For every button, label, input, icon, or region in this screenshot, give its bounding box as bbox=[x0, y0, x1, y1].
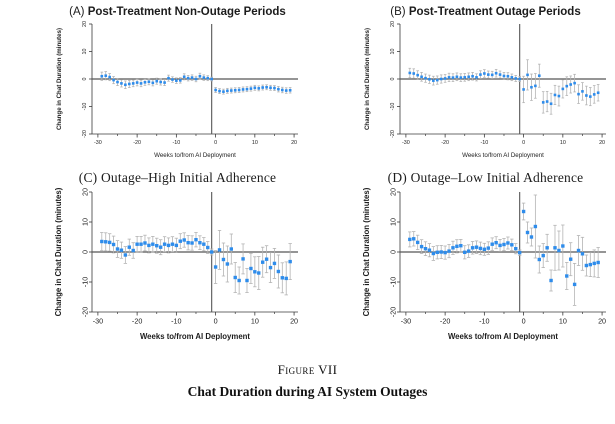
panel-c-letter: (C) bbox=[78, 170, 98, 185]
svg-text:20: 20 bbox=[390, 21, 396, 27]
panel-b-letter: (B) bbox=[390, 6, 406, 18]
svg-text:0: 0 bbox=[522, 140, 525, 146]
svg-text:-20: -20 bbox=[81, 307, 90, 317]
svg-text:-10: -10 bbox=[171, 317, 181, 326]
svg-text:20: 20 bbox=[598, 317, 606, 326]
svg-text:-20: -20 bbox=[390, 130, 396, 138]
confidence-intervals bbox=[408, 59, 600, 115]
panel-b-chart: -20 -10 0 10 20 -30 -20 -10 0 10 20 Change in Chat … bbox=[364, 21, 606, 159]
svg-text:-10: -10 bbox=[172, 140, 180, 146]
svg-text:0: 0 bbox=[214, 140, 217, 146]
svg-text:-30: -30 bbox=[401, 317, 411, 326]
svg-text:-30: -30 bbox=[94, 140, 102, 146]
point-estimates bbox=[408, 209, 600, 287]
point-estimates bbox=[100, 238, 292, 283]
panel-a-letter: (A) bbox=[69, 6, 85, 18]
svg-text:-10: -10 bbox=[390, 103, 396, 111]
reference-lines bbox=[400, 24, 606, 134]
svg-text:-10: -10 bbox=[480, 140, 488, 146]
svg-text:Weeks to/from AI Deployment: Weeks to/from AI Deployment bbox=[462, 152, 544, 159]
svg-text:Change in Chat Duration (minut: Change in Chat Duration (minutes) bbox=[54, 188, 63, 316]
svg-text:20: 20 bbox=[82, 21, 88, 27]
axes: -20 -10 0 10 20 -30 -20 -10 0 10 20 Change in Chat … bbox=[56, 21, 298, 159]
svg-text:0: 0 bbox=[390, 78, 396, 81]
svg-text:0: 0 bbox=[389, 250, 398, 254]
panel-a-title: (A) Post-Treatment Non-Outage Periods bbox=[0, 6, 307, 18]
point-estimates bbox=[100, 74, 292, 93]
figure-caption-label: Figure VII bbox=[277, 362, 338, 377]
svg-text:-20: -20 bbox=[440, 317, 450, 326]
svg-text:10: 10 bbox=[81, 218, 90, 226]
svg-text:20: 20 bbox=[599, 140, 605, 146]
svg-text:-10: -10 bbox=[81, 277, 90, 287]
svg-text:Weeks to/from AI Deployment: Weeks to/from AI Deployment bbox=[154, 152, 236, 159]
svg-text:-10: -10 bbox=[389, 277, 398, 287]
panel-d-outage-low-adherence: (D) Outage–Low Initial Adherence -20 -10 0… bbox=[308, 170, 615, 342]
axes: -20 -10 0 10 20 -30 -20 -10 0 10 20 Change in Chat … bbox=[364, 21, 606, 159]
panel-c-outage-high-adherence: (C) Outage–High Initial Adherence -20 -10… bbox=[0, 170, 307, 342]
panel-d-letter: (D) bbox=[387, 170, 407, 185]
svg-text:-30: -30 bbox=[402, 140, 410, 146]
point-estimates bbox=[408, 71, 600, 106]
svg-text:-30: -30 bbox=[93, 317, 103, 326]
svg-text:-20: -20 bbox=[133, 140, 141, 146]
svg-text:0: 0 bbox=[81, 250, 90, 254]
panel-d-title: (D) Outage–Low Initial Adherence bbox=[308, 170, 615, 186]
svg-text:10: 10 bbox=[559, 317, 567, 326]
svg-text:20: 20 bbox=[291, 140, 297, 146]
panel-a-title-text: Post-Treatment Non-Outage Periods bbox=[87, 6, 286, 18]
svg-text:0: 0 bbox=[82, 78, 88, 81]
panel-c-title: (C) Outage–High Initial Adherence bbox=[0, 170, 307, 186]
svg-text:-10: -10 bbox=[479, 317, 489, 326]
svg-text:Change in Chat Duration (minut: Change in Chat Duration (minutes) bbox=[362, 188, 371, 316]
panel-b-title-text: Post-Treatment Outage Periods bbox=[408, 6, 581, 18]
svg-text:Change in Chat Duration (minut: Change in Chat Duration (minutes) bbox=[364, 28, 371, 130]
svg-text:0: 0 bbox=[214, 317, 218, 326]
svg-text:-20: -20 bbox=[82, 130, 88, 138]
svg-text:10: 10 bbox=[251, 317, 259, 326]
svg-text:10: 10 bbox=[82, 49, 88, 55]
figure-caption-title: Chat Duration during AI System Outages bbox=[187, 384, 428, 399]
svg-text:-20: -20 bbox=[389, 307, 398, 317]
svg-text:0: 0 bbox=[522, 317, 526, 326]
svg-text:10: 10 bbox=[252, 140, 258, 146]
svg-text:10: 10 bbox=[389, 218, 398, 226]
panel-a-chart: -20 -10 0 10 20 -30 -20 -10 0 10 20 Change in Chat … bbox=[56, 21, 298, 159]
confidence-intervals bbox=[408, 194, 600, 306]
svg-text:Weeks to/from AI Deployment: Weeks to/from AI Deployment bbox=[448, 332, 558, 341]
svg-text:10: 10 bbox=[390, 49, 396, 55]
panel-d-title-text: Outage–Low Initial Adherence bbox=[410, 170, 584, 185]
svg-text:-20: -20 bbox=[132, 317, 142, 326]
svg-text:Weeks to/from AI Deployment: Weeks to/from AI Deployment bbox=[140, 332, 250, 341]
confidence-intervals bbox=[100, 71, 292, 95]
panel-c-title-text: Outage–High Initial Adherence bbox=[100, 170, 277, 185]
svg-text:20: 20 bbox=[389, 188, 398, 196]
svg-text:-20: -20 bbox=[441, 140, 449, 146]
svg-text:10: 10 bbox=[560, 140, 566, 146]
reference-lines bbox=[92, 192, 298, 312]
svg-text:20: 20 bbox=[290, 317, 298, 326]
svg-text:Change in Chat Duration (minut: Change in Chat Duration (minutes) bbox=[56, 28, 63, 130]
svg-text:20: 20 bbox=[81, 188, 90, 196]
svg-text:-10: -10 bbox=[82, 103, 88, 111]
panel-b-title: (B) Post-Treatment Outage Periods bbox=[308, 6, 615, 18]
panel-b-post-treatment-outage: (B) Post-Treatment Outage Periods -20 -10… bbox=[308, 6, 615, 160]
reference-lines bbox=[400, 192, 606, 312]
panel-a-post-treatment-non-outage: (A) Post-Treatment Non-Outage Periods -2… bbox=[0, 6, 307, 160]
